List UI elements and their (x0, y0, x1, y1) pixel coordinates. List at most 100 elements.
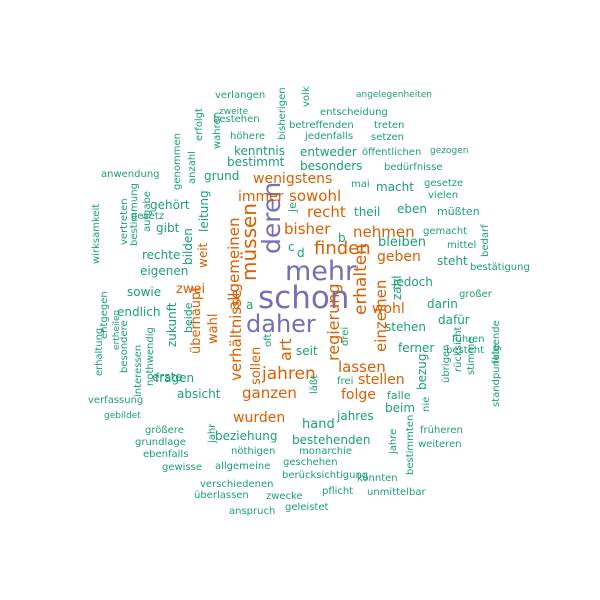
word-132: erfolgt (194, 108, 205, 141)
word-29: wahl (206, 313, 221, 344)
word-114: größere (145, 425, 184, 436)
word-101: geleistet (285, 502, 329, 513)
word-111: gewisse (162, 462, 203, 473)
word-141: betreffenden (289, 120, 354, 131)
word-103: zwecke (266, 491, 303, 502)
word-33: seit (296, 344, 318, 358)
word-109: nöthigen (231, 446, 276, 457)
word-91: übrigen (441, 344, 452, 383)
word-56: gehört (150, 198, 190, 212)
word-73: drei (340, 326, 351, 346)
word-90: rücksicht (453, 326, 464, 372)
word-81: mittel (447, 240, 477, 251)
word-99: unmittelbar (367, 487, 426, 498)
word-53: steht (437, 254, 468, 268)
word-63: leitung (197, 190, 211, 232)
word-105: verschiedenen (200, 479, 274, 490)
word-38: fragen (155, 371, 195, 385)
word-117: jahr (207, 423, 218, 443)
word-66: a (246, 298, 254, 312)
word-77: gesetze (424, 178, 464, 189)
word-27: zwei (176, 282, 206, 297)
word-144: setzen (371, 132, 405, 143)
word-136: zweite (219, 107, 249, 117)
word-116: verfassung (88, 395, 144, 406)
word-10: verhältnisse (227, 289, 245, 381)
word-12: lassen (338, 358, 386, 376)
word-17: wenigstens (253, 171, 333, 187)
word-48: besonders (300, 159, 363, 173)
word-106: geschehen (283, 457, 338, 468)
word-42: theil (354, 205, 381, 219)
word-62: bilden (181, 228, 195, 265)
word-20: ganzen (242, 384, 297, 402)
word-43: eben (397, 202, 427, 216)
word-1: mehr (285, 256, 357, 287)
word-97: bestimmten (405, 414, 416, 475)
word-34: hand (302, 417, 335, 432)
word-94: früheren (420, 425, 463, 436)
word-50: darin (427, 297, 458, 311)
word-45: kenntnis (234, 144, 286, 158)
word-87: besteht (446, 345, 485, 356)
word-64: zukunft (165, 302, 179, 347)
word-36: beziehung (215, 429, 278, 443)
word-107: berücksichtigung (282, 470, 369, 481)
word-54: beim (385, 401, 416, 415)
word-147: gezogen (430, 146, 469, 156)
word-67: b (338, 231, 346, 245)
word-128: gesetz (131, 211, 165, 222)
word-139: volk (301, 86, 312, 107)
word-135: bestehen (213, 114, 260, 125)
word-72: oft (263, 333, 274, 347)
word-146: angelegenheiten (356, 90, 432, 100)
word-102: anspruch (229, 506, 276, 517)
word-131: anzahl (187, 151, 198, 184)
word-58: rechte (142, 248, 181, 262)
word-24: wohl (372, 301, 405, 317)
word-110: allgemeine (215, 461, 271, 472)
word-2: daher (246, 310, 316, 338)
word-19: art (276, 338, 295, 361)
word-40: absicht (177, 387, 221, 401)
word-18: immer (238, 189, 284, 205)
word-115: gebildet (104, 411, 141, 421)
word-39: erste (152, 370, 183, 384)
word-78: vielen (428, 190, 459, 201)
word-122: ertheilen (112, 309, 122, 350)
word-8: regierung (324, 283, 343, 361)
word-49: jedoch (393, 275, 433, 289)
word-41: macht (376, 180, 414, 194)
word-23: folge (341, 387, 376, 403)
word-100: pflicht (322, 486, 354, 497)
word-51: dafür (438, 313, 470, 327)
word-88: stimme (466, 337, 477, 375)
word-138: bisherigen (277, 87, 288, 140)
word-47: entweder (300, 145, 357, 159)
word-124: wirksamkeit (91, 203, 102, 264)
word-143: öffentlichen (362, 147, 422, 158)
word-119: nothwendig (145, 327, 156, 386)
word-76: mai (351, 179, 370, 190)
word-55: falle (387, 389, 411, 402)
word-95: weiteren (418, 439, 462, 450)
word-31: bleiben (378, 235, 426, 250)
word-37: bestehenden (292, 433, 371, 447)
word-22: stellen (358, 372, 405, 388)
word-57: gibt (156, 221, 180, 235)
word-84: großer (459, 289, 492, 300)
word-75: läßt (309, 374, 320, 394)
word-118: interessen (133, 344, 144, 397)
word-104: überlassen (194, 490, 249, 501)
word-130: genommen (172, 133, 183, 190)
word-68: c (288, 240, 295, 254)
word-145: treten (374, 120, 405, 131)
word-80: gemacht (423, 226, 468, 237)
word-65: beide (182, 302, 195, 333)
word-14: bisher (284, 220, 331, 238)
word-89: standpunkte (491, 344, 502, 407)
word-6: jahren (262, 364, 316, 384)
word-70: je (286, 202, 299, 212)
word-52: ferner (398, 341, 435, 355)
